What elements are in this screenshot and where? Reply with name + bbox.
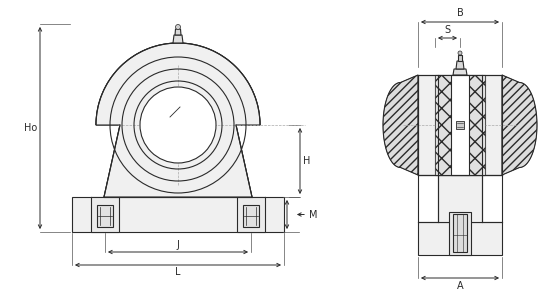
Bar bbox=[451, 75, 469, 175]
Polygon shape bbox=[91, 197, 119, 232]
Polygon shape bbox=[435, 75, 485, 175]
Circle shape bbox=[176, 25, 180, 29]
Bar bbox=[456, 121, 464, 129]
Polygon shape bbox=[97, 205, 113, 227]
Polygon shape bbox=[449, 212, 471, 255]
Text: M: M bbox=[309, 209, 318, 220]
Polygon shape bbox=[383, 75, 418, 175]
Text: B: B bbox=[456, 8, 463, 18]
Polygon shape bbox=[435, 75, 485, 175]
Polygon shape bbox=[453, 69, 467, 75]
Polygon shape bbox=[243, 205, 259, 227]
Polygon shape bbox=[438, 175, 482, 222]
Polygon shape bbox=[237, 197, 265, 232]
Polygon shape bbox=[453, 214, 467, 252]
Text: A: A bbox=[457, 281, 463, 291]
Text: L: L bbox=[175, 267, 180, 277]
Polygon shape bbox=[96, 43, 260, 125]
Polygon shape bbox=[175, 29, 181, 35]
Text: Ho: Ho bbox=[24, 123, 37, 133]
Polygon shape bbox=[173, 35, 183, 43]
Polygon shape bbox=[104, 125, 252, 197]
Polygon shape bbox=[96, 43, 260, 197]
Text: S: S bbox=[444, 25, 450, 35]
Polygon shape bbox=[418, 222, 502, 255]
Polygon shape bbox=[456, 61, 464, 69]
Text: H: H bbox=[304, 156, 311, 166]
Polygon shape bbox=[502, 75, 537, 175]
Circle shape bbox=[458, 51, 462, 55]
Text: J: J bbox=[177, 240, 179, 250]
Polygon shape bbox=[72, 197, 284, 232]
Circle shape bbox=[140, 87, 216, 163]
Polygon shape bbox=[458, 55, 462, 61]
Polygon shape bbox=[418, 75, 502, 175]
